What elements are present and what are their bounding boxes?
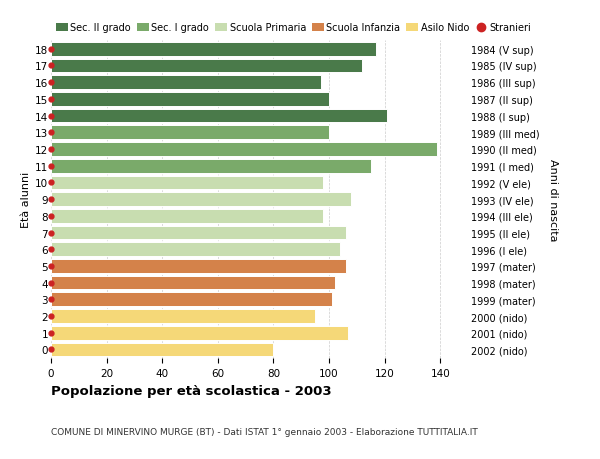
- Bar: [51, 193, 351, 207]
- Bar: [51, 309, 315, 323]
- Bar: [51, 259, 346, 273]
- Legend: Sec. II grado, Sec. I grado, Scuola Primaria, Scuola Infanzia, Asilo Nido, Stran: Sec. II grado, Sec. I grado, Scuola Prim…: [56, 23, 532, 34]
- Bar: [51, 110, 388, 123]
- Bar: [51, 159, 371, 173]
- Bar: [51, 243, 340, 257]
- Y-axis label: Anni di nascita: Anni di nascita: [548, 158, 558, 241]
- Bar: [51, 293, 332, 307]
- Bar: [51, 343, 274, 357]
- Bar: [51, 209, 323, 223]
- Y-axis label: Età alunni: Età alunni: [21, 172, 31, 228]
- Bar: [51, 226, 346, 240]
- Bar: [51, 76, 320, 90]
- Bar: [51, 143, 437, 157]
- Bar: [51, 176, 323, 190]
- Text: Popolazione per età scolastica - 2003: Popolazione per età scolastica - 2003: [51, 384, 332, 397]
- Bar: [51, 126, 329, 140]
- Text: COMUNE DI MINERVINO MURGE (BT) - Dati ISTAT 1° gennaio 2003 - Elaborazione TUTTI: COMUNE DI MINERVINO MURGE (BT) - Dati IS…: [51, 427, 478, 436]
- Bar: [51, 60, 362, 73]
- Bar: [51, 43, 376, 56]
- Bar: [51, 93, 329, 106]
- Bar: [51, 326, 349, 340]
- Bar: [51, 276, 335, 290]
